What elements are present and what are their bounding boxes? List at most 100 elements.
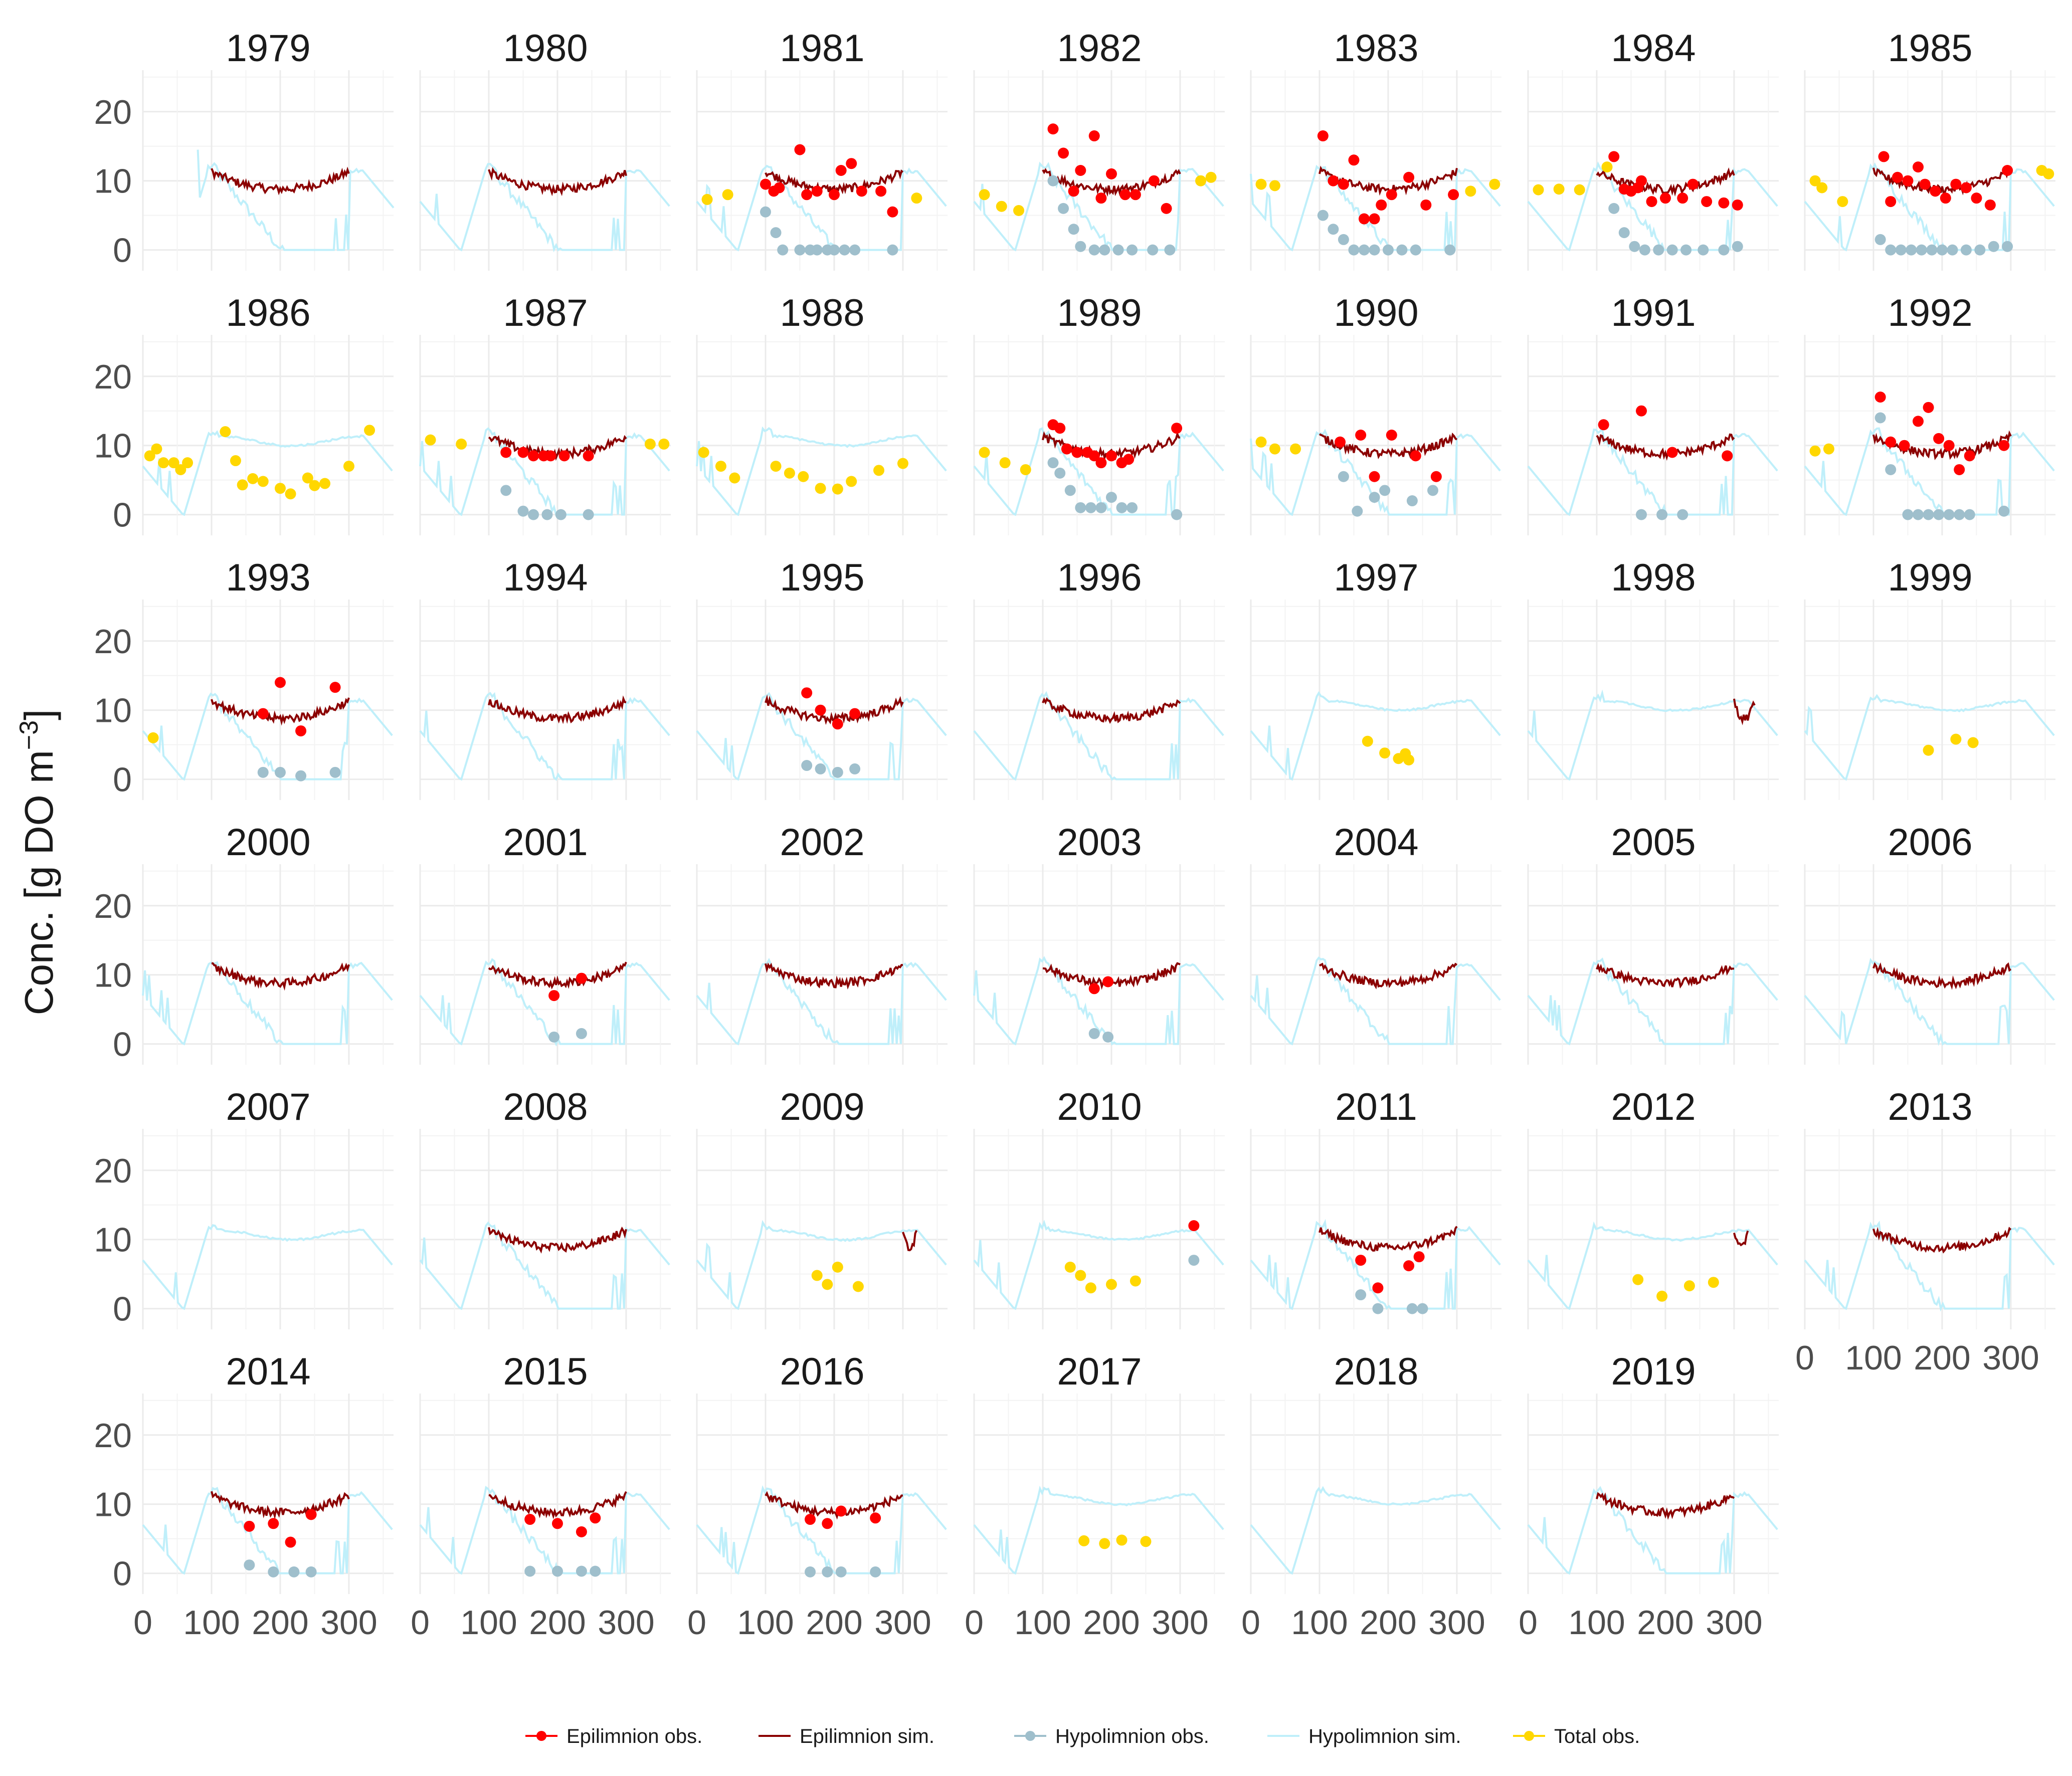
epilimnion-obs-point	[835, 1505, 847, 1517]
epilimnion-obs-point	[1061, 443, 1072, 455]
total-obs-point	[1362, 735, 1373, 747]
epilimnion-obs-point	[1964, 450, 1975, 462]
epilimnion-obs-point	[870, 1512, 881, 1524]
hypolimnion-sim-line	[1804, 1220, 2055, 1312]
hypolimnion-obs-point	[1933, 509, 1945, 520]
hypolimnion-obs-point	[1964, 509, 1975, 520]
hypolimnion-sim-line	[1527, 1486, 1778, 1575]
epilimnion-sim-line	[765, 962, 903, 990]
total-obs-point	[425, 434, 436, 446]
hypolimnion-sim-line	[1250, 1219, 1501, 1310]
y-tick-label: 0	[113, 1290, 132, 1328]
epilimnion-obs-point	[500, 447, 512, 458]
epilimnion-obs-point	[1148, 175, 1160, 186]
panel-1998: 1998	[1527, 556, 1779, 800]
hypolimnion-obs-point	[1974, 244, 1986, 256]
epilimnion-obs-point	[1369, 213, 1380, 225]
hypolimnion-obs-point	[801, 760, 813, 771]
epilimnion-obs-point	[1119, 189, 1131, 201]
panel-2019: 2019 0 100 200 300	[1519, 1350, 1779, 1642]
hypolimnion-obs-point	[583, 509, 594, 520]
hypolimnion-sim-line	[696, 1220, 947, 1310]
epilimnion-obs-point	[590, 1512, 601, 1524]
hypolimnion-obs-point	[305, 1566, 317, 1577]
total-obs-point	[832, 483, 843, 495]
total-obs-point	[1553, 183, 1565, 195]
y-tick-label: 20	[94, 887, 132, 925]
total-obs-point	[979, 189, 990, 201]
epilimnion-obs-point	[811, 185, 823, 197]
hypolimnion-obs-point	[1998, 505, 2010, 517]
hypolimnion-obs-point	[1102, 1031, 1114, 1043]
x-tick-label: 200	[1360, 1604, 1416, 1642]
epilimnion-sim-line	[1733, 1230, 1749, 1247]
hypolimnion-obs-point	[1988, 241, 1999, 252]
hypolimnion-obs-point	[1629, 241, 1640, 252]
total-obs-point	[1465, 185, 1476, 197]
epilimnion-obs-point	[285, 1536, 296, 1548]
x-tick-label: 0	[965, 1604, 984, 1642]
panel-2007: 2007 0 10 20	[94, 1086, 394, 1329]
total-obs-point	[1809, 175, 1821, 186]
epilimnion-obs-point	[1188, 1220, 1200, 1232]
hypolimnion-obs-point	[832, 766, 843, 778]
panel-title: 2000	[226, 821, 310, 864]
total-obs-point	[1116, 1534, 1127, 1546]
panel-2001: 2001	[419, 821, 671, 1065]
total-obs-point	[257, 476, 269, 487]
hypolimnion-sim-line	[1527, 161, 1778, 252]
total-obs-point	[1269, 443, 1280, 455]
epilimnion-obs-point	[329, 682, 341, 693]
epilimnion-obs-point	[545, 450, 556, 462]
panel-title: 1979	[226, 27, 310, 70]
total-obs-point	[1656, 1290, 1668, 1302]
hypolimnion-obs-point	[590, 1565, 601, 1577]
hypolimnion-sim-line	[1804, 957, 2055, 1046]
panel-title: 2007	[226, 1086, 310, 1128]
panel-title: 2015	[503, 1350, 588, 1393]
epilimnion-obs-point	[1913, 416, 1924, 427]
panel-1997: 1997	[1250, 556, 1501, 800]
panel-title: 2012	[1611, 1086, 1696, 1128]
hypolimnion-obs-point	[1352, 505, 1363, 517]
epilimnion-obs-point	[1960, 182, 1972, 193]
total-obs-point	[770, 461, 782, 472]
epilimnion-obs-point	[1919, 178, 1931, 190]
y-tick-label: 0	[113, 1555, 132, 1593]
panel-title: 1985	[1888, 27, 1972, 70]
hypolimnion-obs-point	[1417, 1303, 1428, 1314]
hypolimnion-obs-point	[760, 206, 771, 218]
panel-title: 1984	[1611, 27, 1696, 70]
hypolimnion-obs-point	[1653, 244, 1664, 256]
hypolimnion-obs-point	[1923, 509, 1934, 520]
panel-title: 1996	[1057, 556, 1142, 599]
hypolimnion-obs-point	[849, 244, 861, 256]
hypolimnion-sim-line	[1804, 162, 2055, 253]
x-tick-label: 100	[183, 1604, 240, 1642]
panel-title: 2008	[503, 1086, 588, 1128]
total-obs-point	[151, 443, 162, 455]
panel-title: 2019	[1611, 1350, 1696, 1393]
epilimnion-obs-point	[1885, 196, 1897, 208]
panel-2011: 2011	[1250, 1086, 1501, 1329]
hypolimnion-obs-point	[794, 244, 806, 256]
hypolimnion-obs-point	[835, 1566, 847, 1577]
total-obs-point	[1533, 184, 1544, 195]
epilimnion-obs-point	[576, 1526, 587, 1537]
hypolimnion-obs-point	[1396, 244, 1408, 256]
epilimnion-obs-point	[1984, 199, 1996, 211]
epilimnion-sim-line	[1872, 962, 2012, 990]
epilimnion-obs-point	[1335, 436, 1346, 448]
hypolimnion-obs-point	[1075, 502, 1086, 513]
panel-title: 1999	[1888, 556, 1972, 599]
hypolimnion-obs-point	[1639, 244, 1650, 256]
x-tick-label: 200	[252, 1604, 308, 1642]
hypolimnion-obs-point	[1906, 244, 1917, 256]
hypolimnion-obs-point	[1105, 492, 1117, 503]
hypolimnion-obs-point	[1112, 244, 1124, 256]
y-tick-label: 20	[94, 93, 132, 131]
panel-1996: 1996	[973, 556, 1225, 800]
hypolimnion-obs-point	[805, 1566, 816, 1577]
hypolimnion-obs-point	[1406, 1303, 1418, 1314]
panel-1986: 1986 0 10 20	[94, 292, 394, 535]
